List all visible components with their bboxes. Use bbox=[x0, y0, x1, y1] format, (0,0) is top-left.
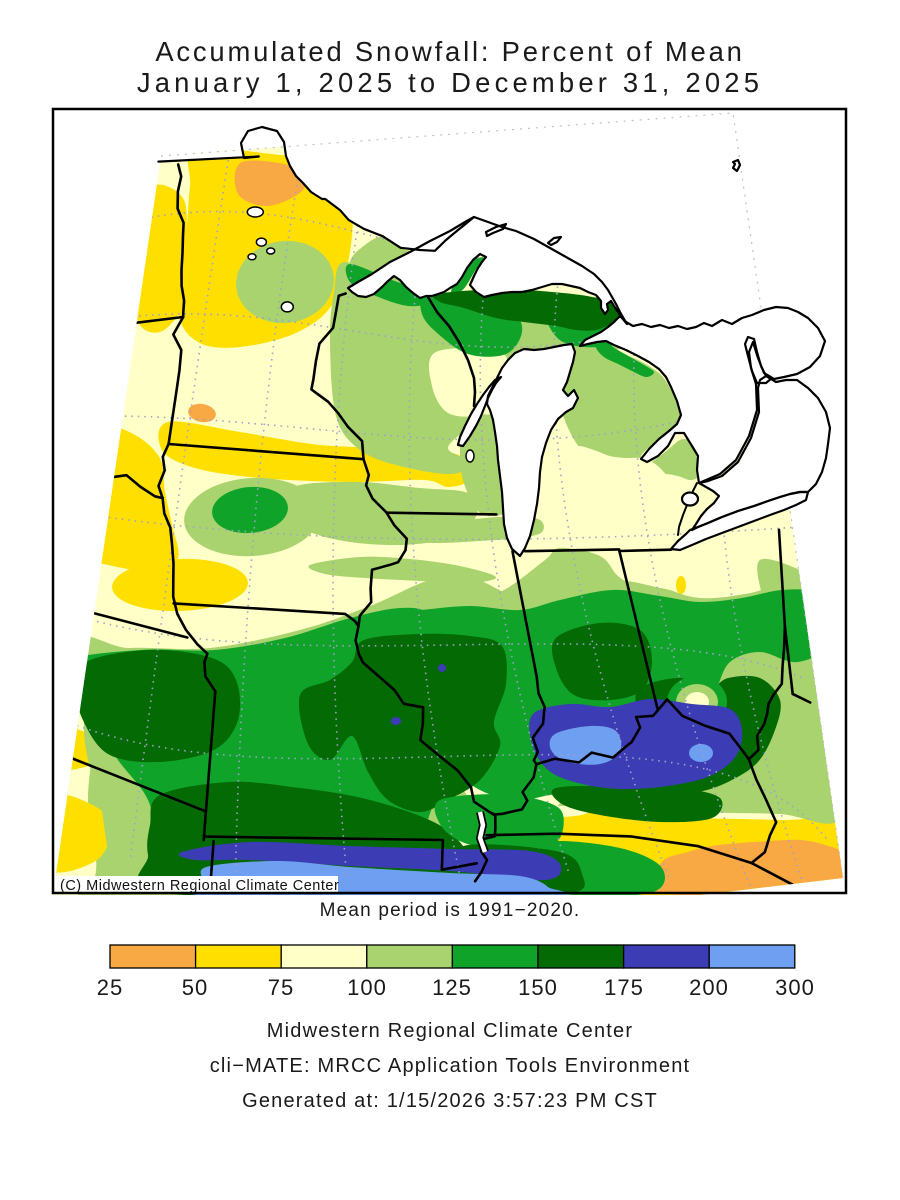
svg-text:(C) Midwestern Regional Climat: (C) Midwestern Regional Climate Center bbox=[60, 878, 339, 894]
